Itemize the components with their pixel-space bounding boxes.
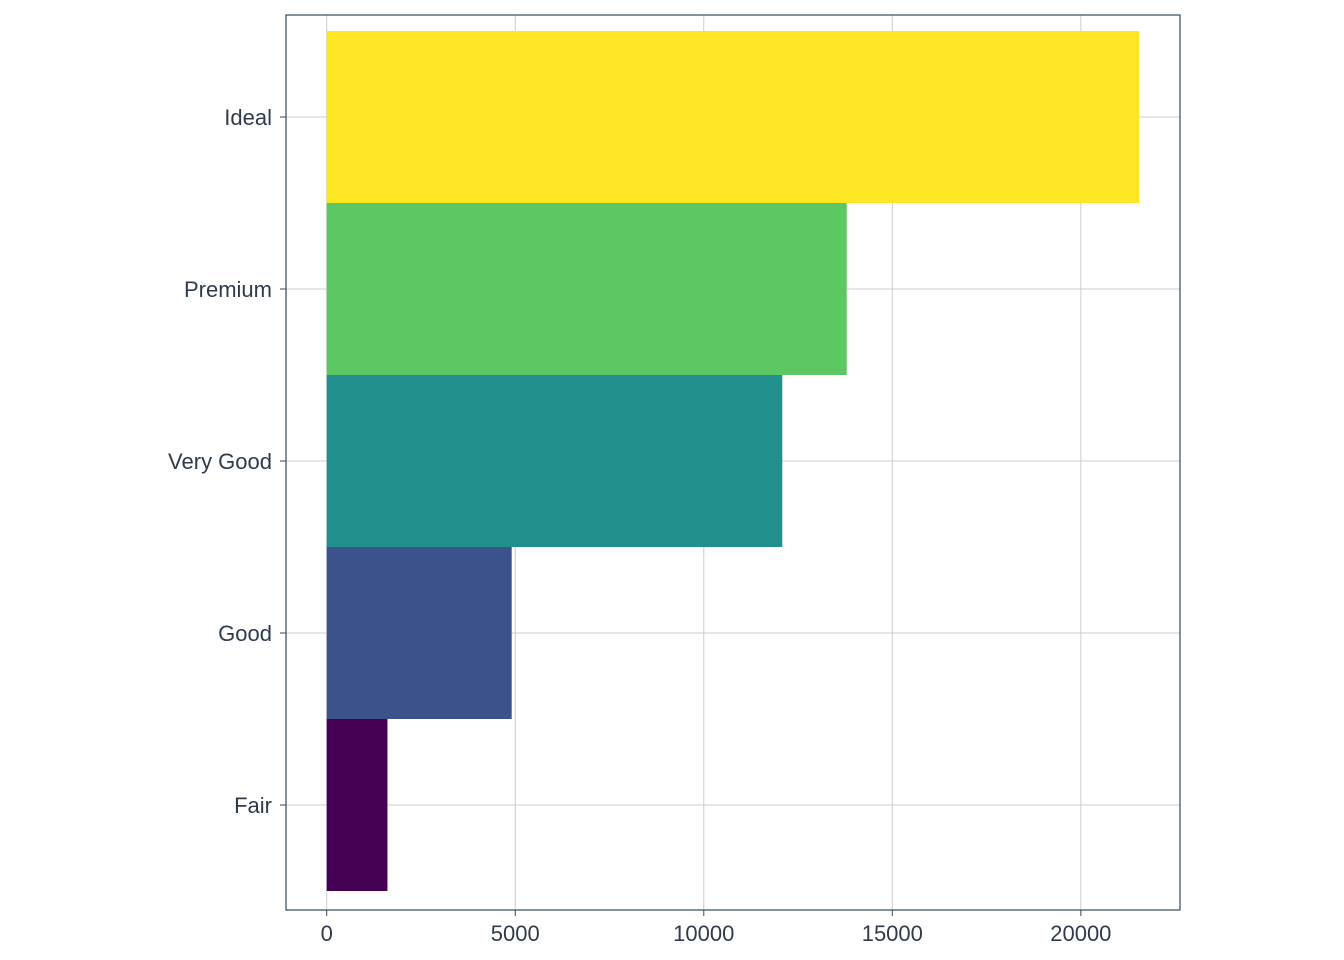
y-tick-label-very-good: Very Good [168,449,272,474]
x-axis: 0 5000 10000 15000 20000 [321,910,1111,946]
x-tick-label: 5000 [491,921,540,946]
bar-premium [326,203,847,375]
y-tick-label-ideal: Ideal [224,105,272,130]
x-tick-label: 0 [321,921,333,946]
y-tick-label-premium: Premium [184,277,272,302]
bar-good [326,547,512,719]
x-tick-label: 20000 [1050,921,1111,946]
x-tick-label: 15000 [862,921,923,946]
y-axis: Fair Good Very Good Premium Ideal [168,105,286,818]
plot-panel-border [285,14,1181,911]
y-tick-label-fair: Fair [234,793,272,818]
bar-fair [326,719,388,891]
x-tick-label: 10000 [673,921,734,946]
y-tick-label-good: Good [218,621,272,646]
bar-ideal [326,31,1140,203]
bar-very-good [326,375,783,547]
bars-layer [326,31,1140,891]
